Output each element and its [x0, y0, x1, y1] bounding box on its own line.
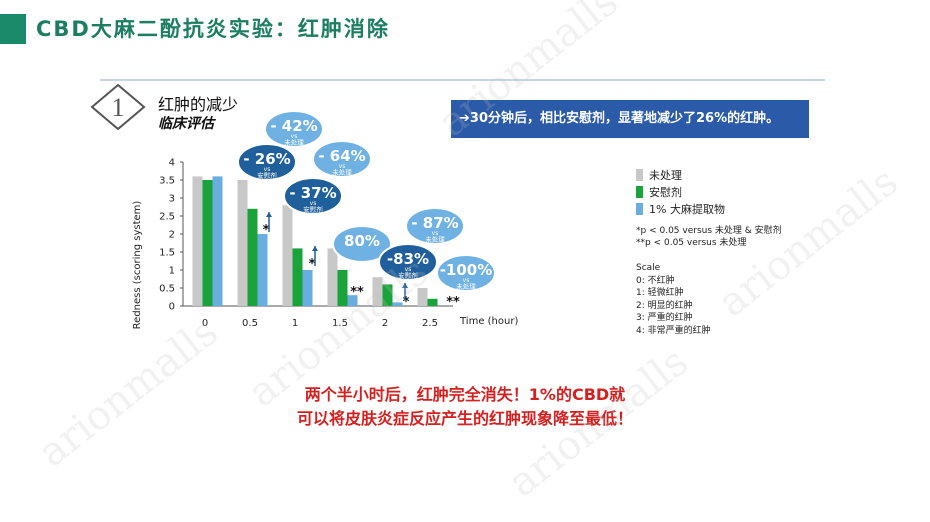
legend-item-placebo: 安慰剂 — [636, 183, 725, 200]
scale-item: 0: 不红肿 — [636, 275, 675, 286]
bar — [372, 277, 383, 306]
y-tick-label: 1 — [169, 266, 175, 277]
scale-title: Scale — [636, 263, 661, 273]
vs-label: vs — [291, 133, 298, 140]
significance-mark: * — [403, 295, 410, 310]
redness-scale: Scale 0: 不红肿 1: 轻微红肿 2: 明显的红肿 3: 严重的红肿 4… — [636, 262, 711, 337]
y-tick-label: 2.5 — [159, 212, 175, 223]
significance-mark: ** — [446, 295, 460, 310]
vs-label: vs — [405, 266, 412, 273]
x-axis-label: Time (hour) — [459, 316, 518, 327]
reduction-bubble — [237, 143, 297, 181]
vs-label: vs — [264, 166, 271, 173]
y-tick-label: 3 — [169, 194, 175, 205]
bar — [392, 302, 403, 306]
scale-item: 1: 轻微红肿 — [636, 288, 684, 298]
vs-label: vs — [432, 230, 439, 237]
y-tick-label: 0 — [169, 302, 175, 313]
section-subtitle-2: 临床评估 — [158, 116, 214, 132]
x-tick-label: 0.5 — [242, 318, 258, 329]
reduction-value: - 26% — [243, 150, 290, 168]
header-accent-bar — [0, 14, 26, 44]
bar — [382, 284, 393, 306]
arrow-head — [266, 212, 272, 217]
x-tick-label: 2.5 — [422, 318, 438, 329]
reduction-bubble — [264, 110, 324, 148]
arrow-head — [402, 283, 408, 288]
reference-label: 未处理 — [425, 235, 445, 244]
reduction-bubble — [378, 243, 438, 281]
significance-notes: *p < 0.05 versus 未处理 & 安慰剂 **p < 0.05 ve… — [636, 225, 782, 249]
reduction-bubble — [312, 140, 372, 178]
note-double-star: **p < 0.05 versus 未处理 — [636, 238, 747, 248]
reduction-value: -83% — [387, 250, 429, 268]
result-callout: ➔30分钟后，相比安慰剂，显著地减少了26%的红肿。 — [451, 100, 809, 138]
x-tick-label: 0 — [202, 318, 208, 329]
bar — [282, 205, 293, 306]
section-subtitle: 红肿的减少 — [158, 95, 239, 114]
y-tick-label: 3.5 — [159, 176, 175, 187]
section-number-badge: 1 — [90, 83, 146, 131]
reference-label: 安慰剂 — [398, 271, 418, 280]
arrow-head — [312, 246, 318, 251]
bar — [212, 176, 223, 306]
bar — [202, 180, 213, 306]
reference-label: 未处理 — [332, 168, 352, 177]
x-tick-label: 1.5 — [332, 318, 348, 329]
note-single-star: *p < 0.05 versus 未处理 & 安慰剂 — [636, 226, 782, 236]
bar — [247, 208, 258, 306]
vs-label: vs — [310, 200, 317, 207]
legend-item-extract: 1% 大麻提取物 — [636, 200, 725, 217]
bar — [302, 270, 313, 306]
reference-label: 安慰剂 — [257, 171, 277, 180]
y-tick-label: 1.5 — [159, 248, 175, 259]
y-tick-label: 2 — [169, 230, 175, 241]
vs-label: vs — [463, 277, 470, 284]
bar — [427, 298, 438, 306]
vs-label: vs — [339, 163, 346, 170]
significance-mark: ** — [350, 285, 364, 300]
reference-label: 未处理 — [456, 282, 476, 291]
reduction-value: -100% — [440, 261, 493, 279]
legend-item-untreated: 未处理 — [636, 166, 725, 183]
bar — [237, 180, 248, 306]
y-axis-label: Redness (scoring system) — [132, 201, 143, 330]
bar — [257, 234, 268, 306]
reduction-bubble — [436, 254, 496, 292]
scale-item: 2: 明显的红肿 — [636, 300, 693, 311]
bar — [192, 176, 203, 306]
bar — [292, 248, 303, 306]
conclusion-line-2: 可以将皮肤炎症反应产生的红肿现象降至最低！ — [296, 409, 633, 428]
reduction-bubble — [332, 225, 392, 263]
section-number: 1 — [112, 93, 125, 122]
conclusion-text: 两个半小时后，红肿完全消失！1%的CBD就 可以将皮肤炎症反应产生的红肿现象降至… — [0, 383, 930, 431]
reduction-value: - 64% — [318, 147, 365, 165]
significance-mark: * — [263, 223, 270, 238]
bar — [337, 270, 348, 306]
bar — [417, 288, 428, 306]
scale-item: 3: 严重的红肿 — [636, 313, 693, 323]
page-title: CBD大麻二酚抗炎实验：红肿消除 — [36, 17, 390, 41]
reference-label: 未处理 — [284, 138, 304, 147]
conclusion-line-1: 两个半小时后，红肿完全消失！1%的CBD就 — [304, 385, 626, 404]
bar — [327, 248, 338, 306]
scale-item: 4: 非常严重的红肿 — [636, 325, 711, 336]
y-tick-label: 0.5 — [159, 284, 175, 295]
header-divider — [100, 79, 825, 81]
reduction-value: - 87% — [411, 214, 458, 232]
reduction-value: - 42% — [270, 117, 317, 135]
reduction-bubble — [405, 207, 465, 245]
chart-legend: 未处理 安慰剂 1% 大麻提取物 — [636, 166, 725, 217]
reduction-value: - 37% — [289, 184, 336, 202]
reduction-value: 80% — [344, 232, 380, 250]
x-tick-label: 2 — [382, 318, 388, 329]
y-tick-label: 4 — [169, 158, 175, 169]
bar — [347, 295, 358, 306]
reduction-bubble — [283, 177, 343, 215]
significance-mark: * — [309, 257, 316, 272]
x-tick-label: 1 — [292, 318, 298, 329]
reference-label: 安慰剂 — [303, 205, 323, 214]
